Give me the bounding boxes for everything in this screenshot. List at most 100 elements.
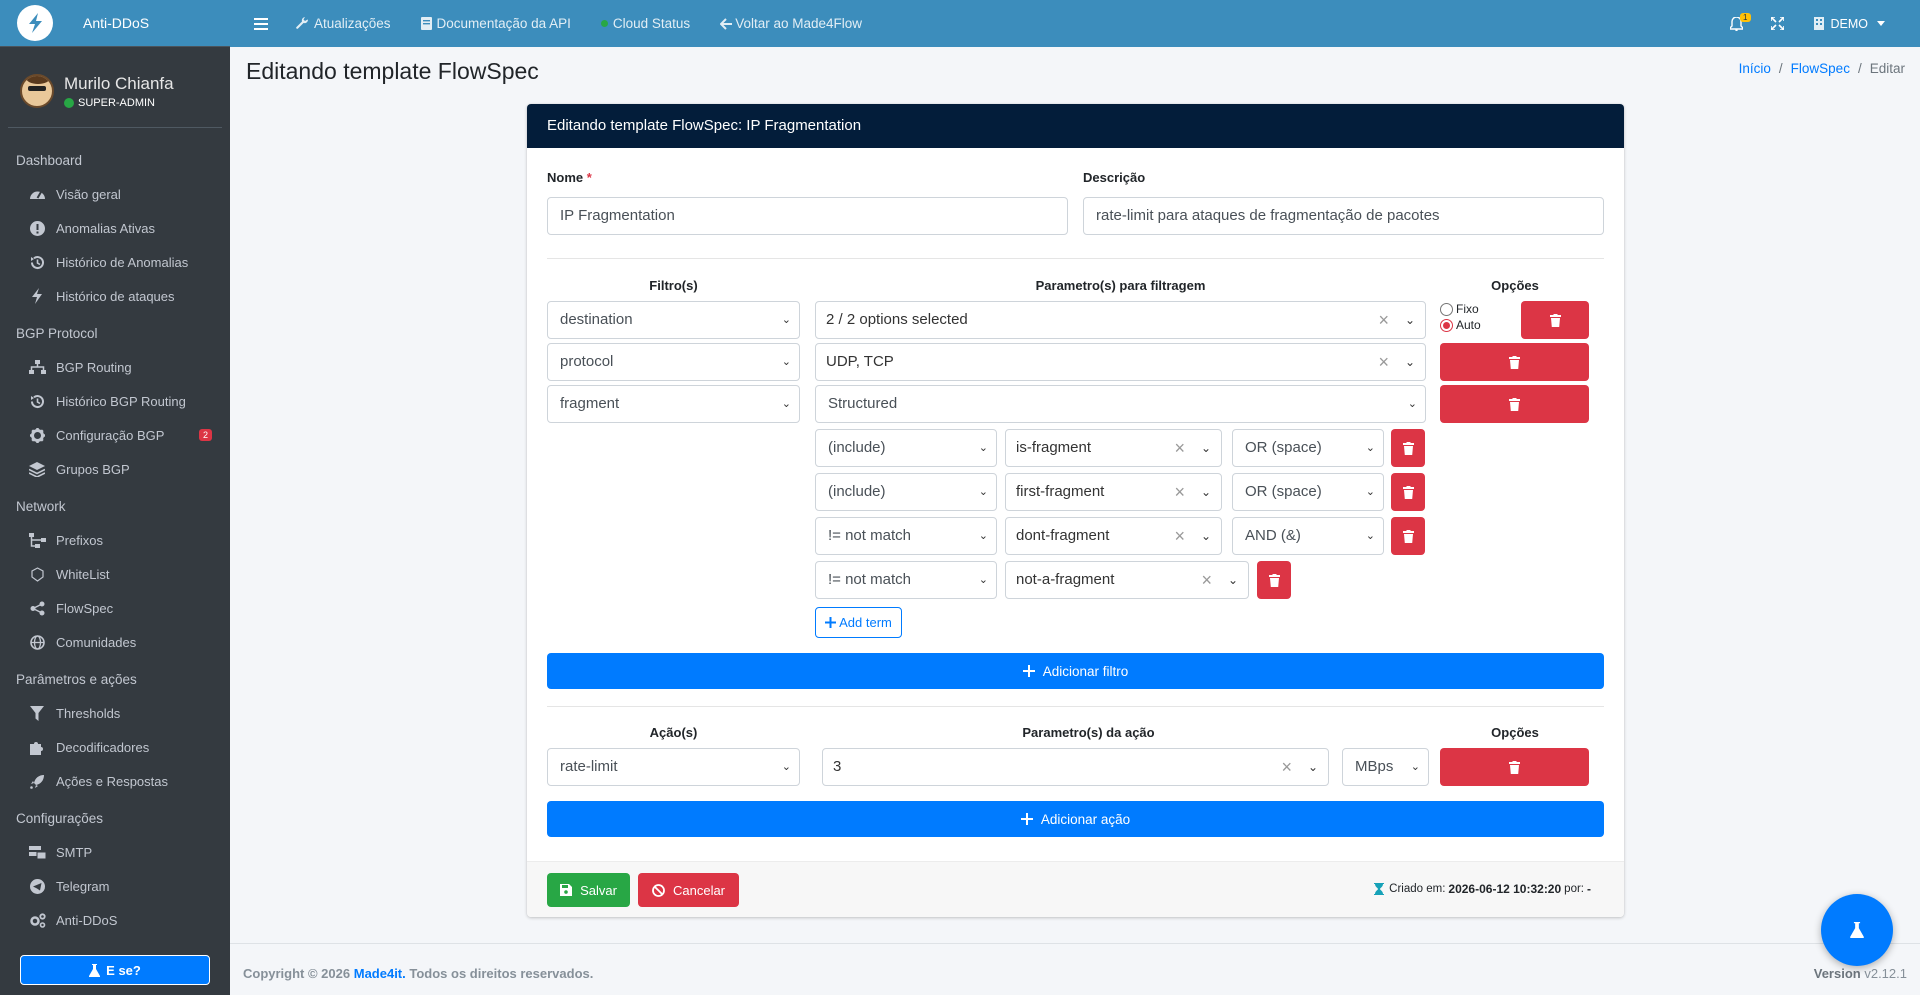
floating-action-button[interactable] [1821, 894, 1893, 966]
delete-action-button[interactable] [1440, 748, 1589, 786]
radio-auto[interactable]: Auto [1440, 318, 1481, 332]
description-input[interactable]: rate-limit para ataques de fragmentação … [1083, 197, 1604, 235]
add-term-button[interactable]: Add term [815, 607, 902, 638]
sitemap-icon [27, 357, 47, 377]
clear-icon[interactable]: × [1281, 757, 1292, 777]
delete-filter-button[interactable] [1440, 385, 1589, 423]
user-name[interactable]: Murilo Chianfa [64, 73, 174, 93]
action-value-input[interactable]: 3 × ⌄ [822, 748, 1329, 786]
sidebar-item-thresholds[interactable]: Thresholds [0, 696, 230, 730]
sidebar-item-decodificadores[interactable]: Decodificadores [0, 730, 230, 764]
sidebar-item-historico-ataques[interactable]: Histórico de ataques [0, 279, 230, 313]
filter-select-protocol[interactable]: protocol ⌄ [547, 343, 800, 381]
add-action-button[interactable]: Adicionar ação [547, 801, 1604, 837]
cancel-button[interactable]: Cancelar [638, 873, 739, 907]
delete-term-button[interactable] [1257, 561, 1291, 599]
term-join-select[interactable]: OR (space) ⌄ [1232, 429, 1384, 467]
radio-fixo-input[interactable] [1440, 302, 1453, 316]
chevron-down-icon[interactable]: ⌄ [1200, 441, 1211, 455]
save-button[interactable]: Salvar [547, 873, 630, 907]
filter-param-destination[interactable]: 2 / 2 options selected × ⌄ [815, 301, 1426, 339]
chevron-down-icon[interactable]: ⌄ [1200, 529, 1211, 543]
notification-count-badge: 1 [1740, 12, 1751, 22]
sidebar-item-historico-anomalias[interactable]: Histórico de Anomalias [0, 245, 230, 279]
chevron-down-icon[interactable]: ⌄ [1307, 760, 1318, 774]
sidebar-item-whitelist[interactable]: WhiteList [0, 557, 230, 591]
term-join-select[interactable]: AND (&) ⌄ [1232, 517, 1384, 555]
chevron-down-icon[interactable]: ⌄ [1404, 355, 1415, 369]
filter-select-fragment[interactable]: fragment ⌄ [547, 385, 800, 423]
bolt-icon [27, 286, 47, 306]
notifications-button[interactable]: 1 [1729, 12, 1751, 31]
sidebar-item-telegram[interactable]: Telegram [0, 869, 230, 903]
chevron-down-icon[interactable]: ⌄ [1404, 313, 1415, 327]
sidebar-item-flowspec[interactable]: FlowSpec [0, 591, 230, 625]
chevron-down-icon[interactable]: ⌄ [1200, 485, 1211, 499]
term-operator-select[interactable]: (include) ⌄ [815, 473, 997, 511]
action-type-select[interactable]: rate-limit ⌄ [547, 748, 800, 786]
clear-icon[interactable]: × [1378, 310, 1389, 330]
clear-icon[interactable]: × [1378, 352, 1389, 372]
clear-icon[interactable]: × [1174, 526, 1185, 546]
term-operator-select[interactable]: (include) ⌄ [815, 429, 997, 467]
nav-voltar-made4flow[interactable]: Voltar ao Made4Flow [720, 16, 862, 31]
sidebar-item-historico-bgp[interactable]: Histórico BGP Routing [0, 384, 230, 418]
tenant-dropdown[interactable]: DEMO [1813, 17, 1885, 31]
add-filter-button[interactable]: Adicionar filtro [547, 653, 1604, 689]
radio-auto-input[interactable] [1440, 318, 1453, 332]
shield-icon [27, 564, 47, 584]
term-value-select[interactable]: is-fragment × ⌄ [1005, 429, 1222, 467]
breadcrumb-inicio[interactable]: Início [1738, 61, 1771, 76]
sidebar-item-grupos-bgp[interactable]: Grupos BGP [0, 452, 230, 486]
sidebar-item-acoes-respostas[interactable]: Ações e Respostas [0, 764, 230, 798]
menu-toggle[interactable] [254, 17, 268, 30]
action-unit-select[interactable]: MBps ⌄ [1342, 748, 1429, 786]
term-operator-select[interactable]: != not match ⌄ [815, 517, 997, 555]
clear-icon[interactable]: × [1174, 438, 1185, 458]
sidebar-item-comunidades[interactable]: Comunidades [0, 625, 230, 659]
brand[interactable]: Anti-DDoS [0, 0, 230, 47]
sidebar-item-configuracao-bgp[interactable]: Configuração BGP 2 [0, 418, 230, 452]
nav-cloud-status[interactable]: Cloud Status [600, 16, 690, 31]
book-icon [420, 17, 432, 30]
action-params-column-header: Parametro(s) da ação [1022, 725, 1155, 740]
sidebar-item-bgp-routing[interactable]: BGP Routing [0, 350, 230, 384]
sidebar-item-smtp[interactable]: SMTP [0, 835, 230, 869]
term-value-select[interactable]: dont-fragment × ⌄ [1005, 517, 1222, 555]
delete-term-button[interactable] [1391, 517, 1425, 555]
arrow-left-icon [720, 17, 733, 30]
chevron-down-icon[interactable]: ⌄ [1227, 573, 1238, 587]
filter-select-destination[interactable]: destination ⌄ [547, 301, 800, 339]
trash-icon [1402, 441, 1414, 455]
term-value-select[interactable]: first-fragment × ⌄ [1005, 473, 1222, 511]
sidebar-item-visao-geral[interactable]: Visão geral [0, 177, 230, 211]
term-value-select[interactable]: not-a-fragment × ⌄ [1005, 561, 1249, 599]
sidebar-item-anti-ddos[interactable]: Anti-DDoS [0, 903, 230, 937]
chevron-down-icon: ⌄ [1365, 486, 1375, 498]
user-panel[interactable]: Murilo Chianfa SUPER-ADMIN [0, 47, 230, 121]
filter-param-protocol[interactable]: UDP, TCP × ⌄ [815, 343, 1426, 381]
sidebar-item-anomalias-ativas[interactable]: Anomalias Ativas [0, 211, 230, 245]
clear-icon[interactable]: × [1201, 570, 1212, 590]
gear-icon [27, 425, 47, 445]
expand-icon [1770, 17, 1784, 30]
ese-button[interactable]: E se? [20, 955, 210, 985]
nav-documentacao-api[interactable]: Documentação da API [420, 16, 571, 31]
save-icon [560, 884, 573, 896]
sidebar-item-prefixos[interactable]: Prefixos [0, 523, 230, 557]
delete-term-button[interactable] [1391, 473, 1425, 511]
radio-fixo[interactable]: Fixo [1440, 302, 1479, 316]
name-input[interactable]: IP Fragmentation [547, 197, 1068, 235]
term-join-select[interactable]: OR (space) ⌄ [1232, 473, 1384, 511]
clear-icon[interactable]: × [1174, 482, 1185, 502]
filter-param-fragment-mode[interactable]: Structured ⌄ [815, 385, 1426, 423]
nav-atualizacoes[interactable]: Atualizações [296, 16, 391, 31]
delete-filter-button[interactable] [1521, 301, 1589, 339]
breadcrumb-flowspec[interactable]: FlowSpec [1790, 61, 1850, 76]
company-link[interactable]: Made4it. [353, 966, 406, 981]
top-navbar: Atualizações Documentação da API Cloud S… [230, 0, 1920, 47]
fullscreen-button[interactable] [1770, 17, 1784, 30]
delete-term-button[interactable] [1391, 429, 1425, 467]
delete-filter-button[interactable] [1440, 343, 1589, 381]
term-operator-select[interactable]: != not match ⌄ [815, 561, 997, 599]
